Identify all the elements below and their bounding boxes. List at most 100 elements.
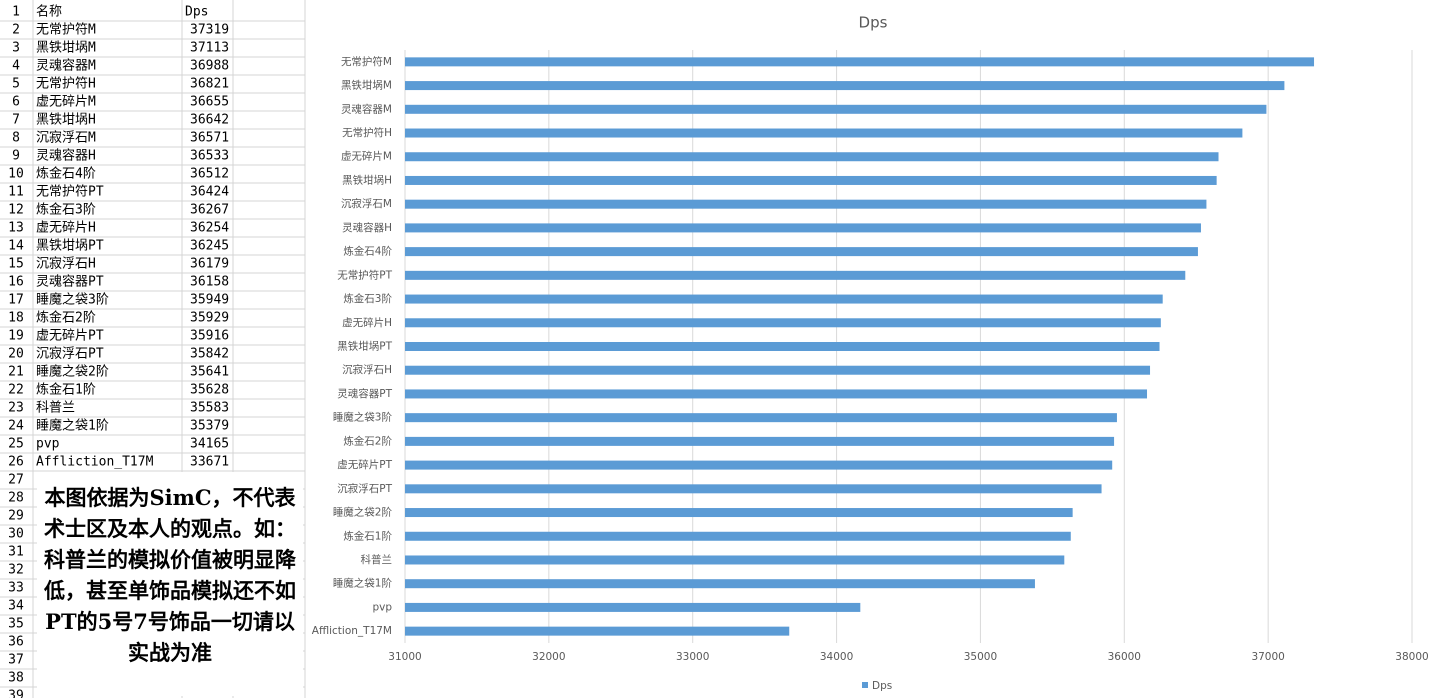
x-tick-label: 33000	[676, 651, 709, 663]
row-number: 29	[8, 509, 24, 524]
y-tick-label: 睡魔之袋1阶	[333, 577, 393, 590]
row-number: 10	[8, 167, 24, 182]
y-tick-label: 无常护符H	[342, 126, 392, 139]
header-cell: Dps	[185, 5, 208, 20]
row-number: 3	[12, 41, 20, 56]
name-cell: pvp	[36, 437, 60, 452]
dps-cell: 36655	[190, 95, 229, 110]
note-textbox: 本图依据为SimC，不代表术士区及本人的观点。如：科普兰的模拟价值被明显降低，甚…	[37, 472, 303, 696]
name-cell: 灵魂容器PT	[36, 274, 104, 290]
bar	[405, 460, 1113, 470]
row-number: 36	[8, 635, 24, 650]
row-number: 11	[8, 185, 24, 200]
name-cell: 灵魂容器M	[36, 58, 96, 74]
name-cell: 虚无碎片H	[36, 221, 96, 236]
dps-cell: 36512	[190, 167, 229, 182]
y-tick-label: 灵魂容器PT	[337, 387, 392, 400]
name-cell: Affliction_T17M	[36, 455, 154, 470]
bar	[405, 104, 1267, 114]
dps-cell: 36988	[190, 59, 229, 74]
y-tick-label: 沉寂浮石PT	[337, 482, 392, 495]
y-tick-label: 黑铁坩埚M	[341, 79, 392, 92]
y-tick-label: 睡魔之袋2阶	[333, 506, 393, 519]
name-cell: 睡魔之袋3阶	[36, 293, 109, 308]
x-tick-label: 34000	[820, 651, 853, 663]
y-tick-label: 虚无碎片PT	[337, 458, 392, 471]
row-number: 19	[8, 329, 24, 344]
bar	[405, 57, 1315, 67]
dps-cell: 37113	[190, 41, 229, 56]
dps-cell: 35379	[190, 419, 229, 434]
dps-cell: 36245	[190, 239, 229, 254]
row-number: 17	[8, 293, 24, 308]
row-number: 26	[8, 455, 24, 470]
row-number: 15	[8, 257, 24, 272]
row-number: 7	[12, 113, 20, 128]
name-cell: 炼金石3阶	[36, 202, 96, 218]
y-tick-label: 虚无碎片H	[342, 316, 392, 329]
row-number: 39	[8, 689, 24, 698]
y-tick-label: 无常护符PT	[337, 268, 392, 281]
bar	[405, 342, 1160, 351]
dps-cell: 35916	[190, 329, 229, 344]
chart: Dps 31000 32000 33000 34000 35000 36000 37000 38…	[306, 0, 1434, 698]
row-number: 33	[8, 581, 24, 596]
dps-cell: 36424	[190, 185, 229, 200]
y-tick-label: pvp	[372, 601, 392, 613]
y-tick-label: 炼金石1阶	[343, 529, 392, 542]
name-cell: 科普兰	[36, 401, 75, 416]
dps-cell: 34165	[190, 437, 229, 452]
bar	[405, 413, 1117, 423]
name-cell: 虚无碎片M	[36, 95, 96, 110]
row-number: 30	[8, 527, 24, 542]
bar	[405, 555, 1065, 565]
y-tick-label: 炼金石2阶	[343, 434, 392, 447]
x-tick-label: 38000	[1395, 651, 1428, 663]
name-cell: 睡魔之袋1阶	[36, 419, 109, 434]
dps-cell: 36571	[190, 131, 229, 146]
x-tick-label: 35000	[964, 651, 997, 663]
name-cell: 虚无碎片PT	[36, 329, 104, 344]
y-tick-label: 沉寂浮石M	[341, 197, 392, 210]
y-tick-label: 黑铁坩埚H	[342, 173, 392, 186]
name-cell: 炼金石4阶	[36, 166, 96, 182]
row-number: 2	[12, 23, 20, 38]
x-tick-label: 32000	[532, 651, 565, 663]
y-tick-label: 炼金石4阶	[343, 245, 392, 258]
dps-cell: 35641	[190, 365, 229, 380]
row-number: 37	[8, 653, 24, 668]
dps-cell: 36533	[190, 149, 229, 164]
bar	[405, 484, 1102, 494]
row-number: 21	[8, 365, 24, 380]
bar	[405, 199, 1207, 209]
name-cell: 无常护符PT	[36, 184, 104, 200]
row-number: 35	[8, 617, 24, 632]
row-number: 1	[12, 5, 20, 20]
y-tick-label: 无常护符M	[341, 55, 392, 68]
row-number: 18	[8, 311, 24, 326]
bar	[405, 579, 1035, 589]
y-tick-label: 科普兰	[361, 553, 393, 566]
dps-cell: 35842	[190, 347, 229, 362]
legend-label: Dps	[872, 680, 892, 692]
name-cell: 沉寂浮石PT	[36, 346, 104, 362]
chart-title: Dps	[859, 14, 888, 32]
name-cell: 无常护符H	[36, 76, 96, 92]
y-tick-label: 沉寂浮石H	[342, 363, 392, 376]
x-tick-label: 37000	[1251, 651, 1284, 663]
bar	[405, 508, 1073, 518]
row-number: 38	[8, 671, 24, 686]
bar	[405, 175, 1217, 185]
row-number: 31	[8, 545, 24, 560]
bar	[405, 128, 1243, 138]
bar	[405, 602, 861, 612]
row-number: 22	[8, 383, 24, 398]
row-number: 13	[8, 221, 24, 236]
y-tick-label: 灵魂容器H	[342, 221, 392, 234]
row-number: 12	[8, 203, 24, 218]
row-number: 14	[8, 239, 24, 254]
row-number: 8	[12, 131, 20, 146]
bar	[405, 318, 1161, 328]
legend-swatch	[862, 682, 868, 688]
